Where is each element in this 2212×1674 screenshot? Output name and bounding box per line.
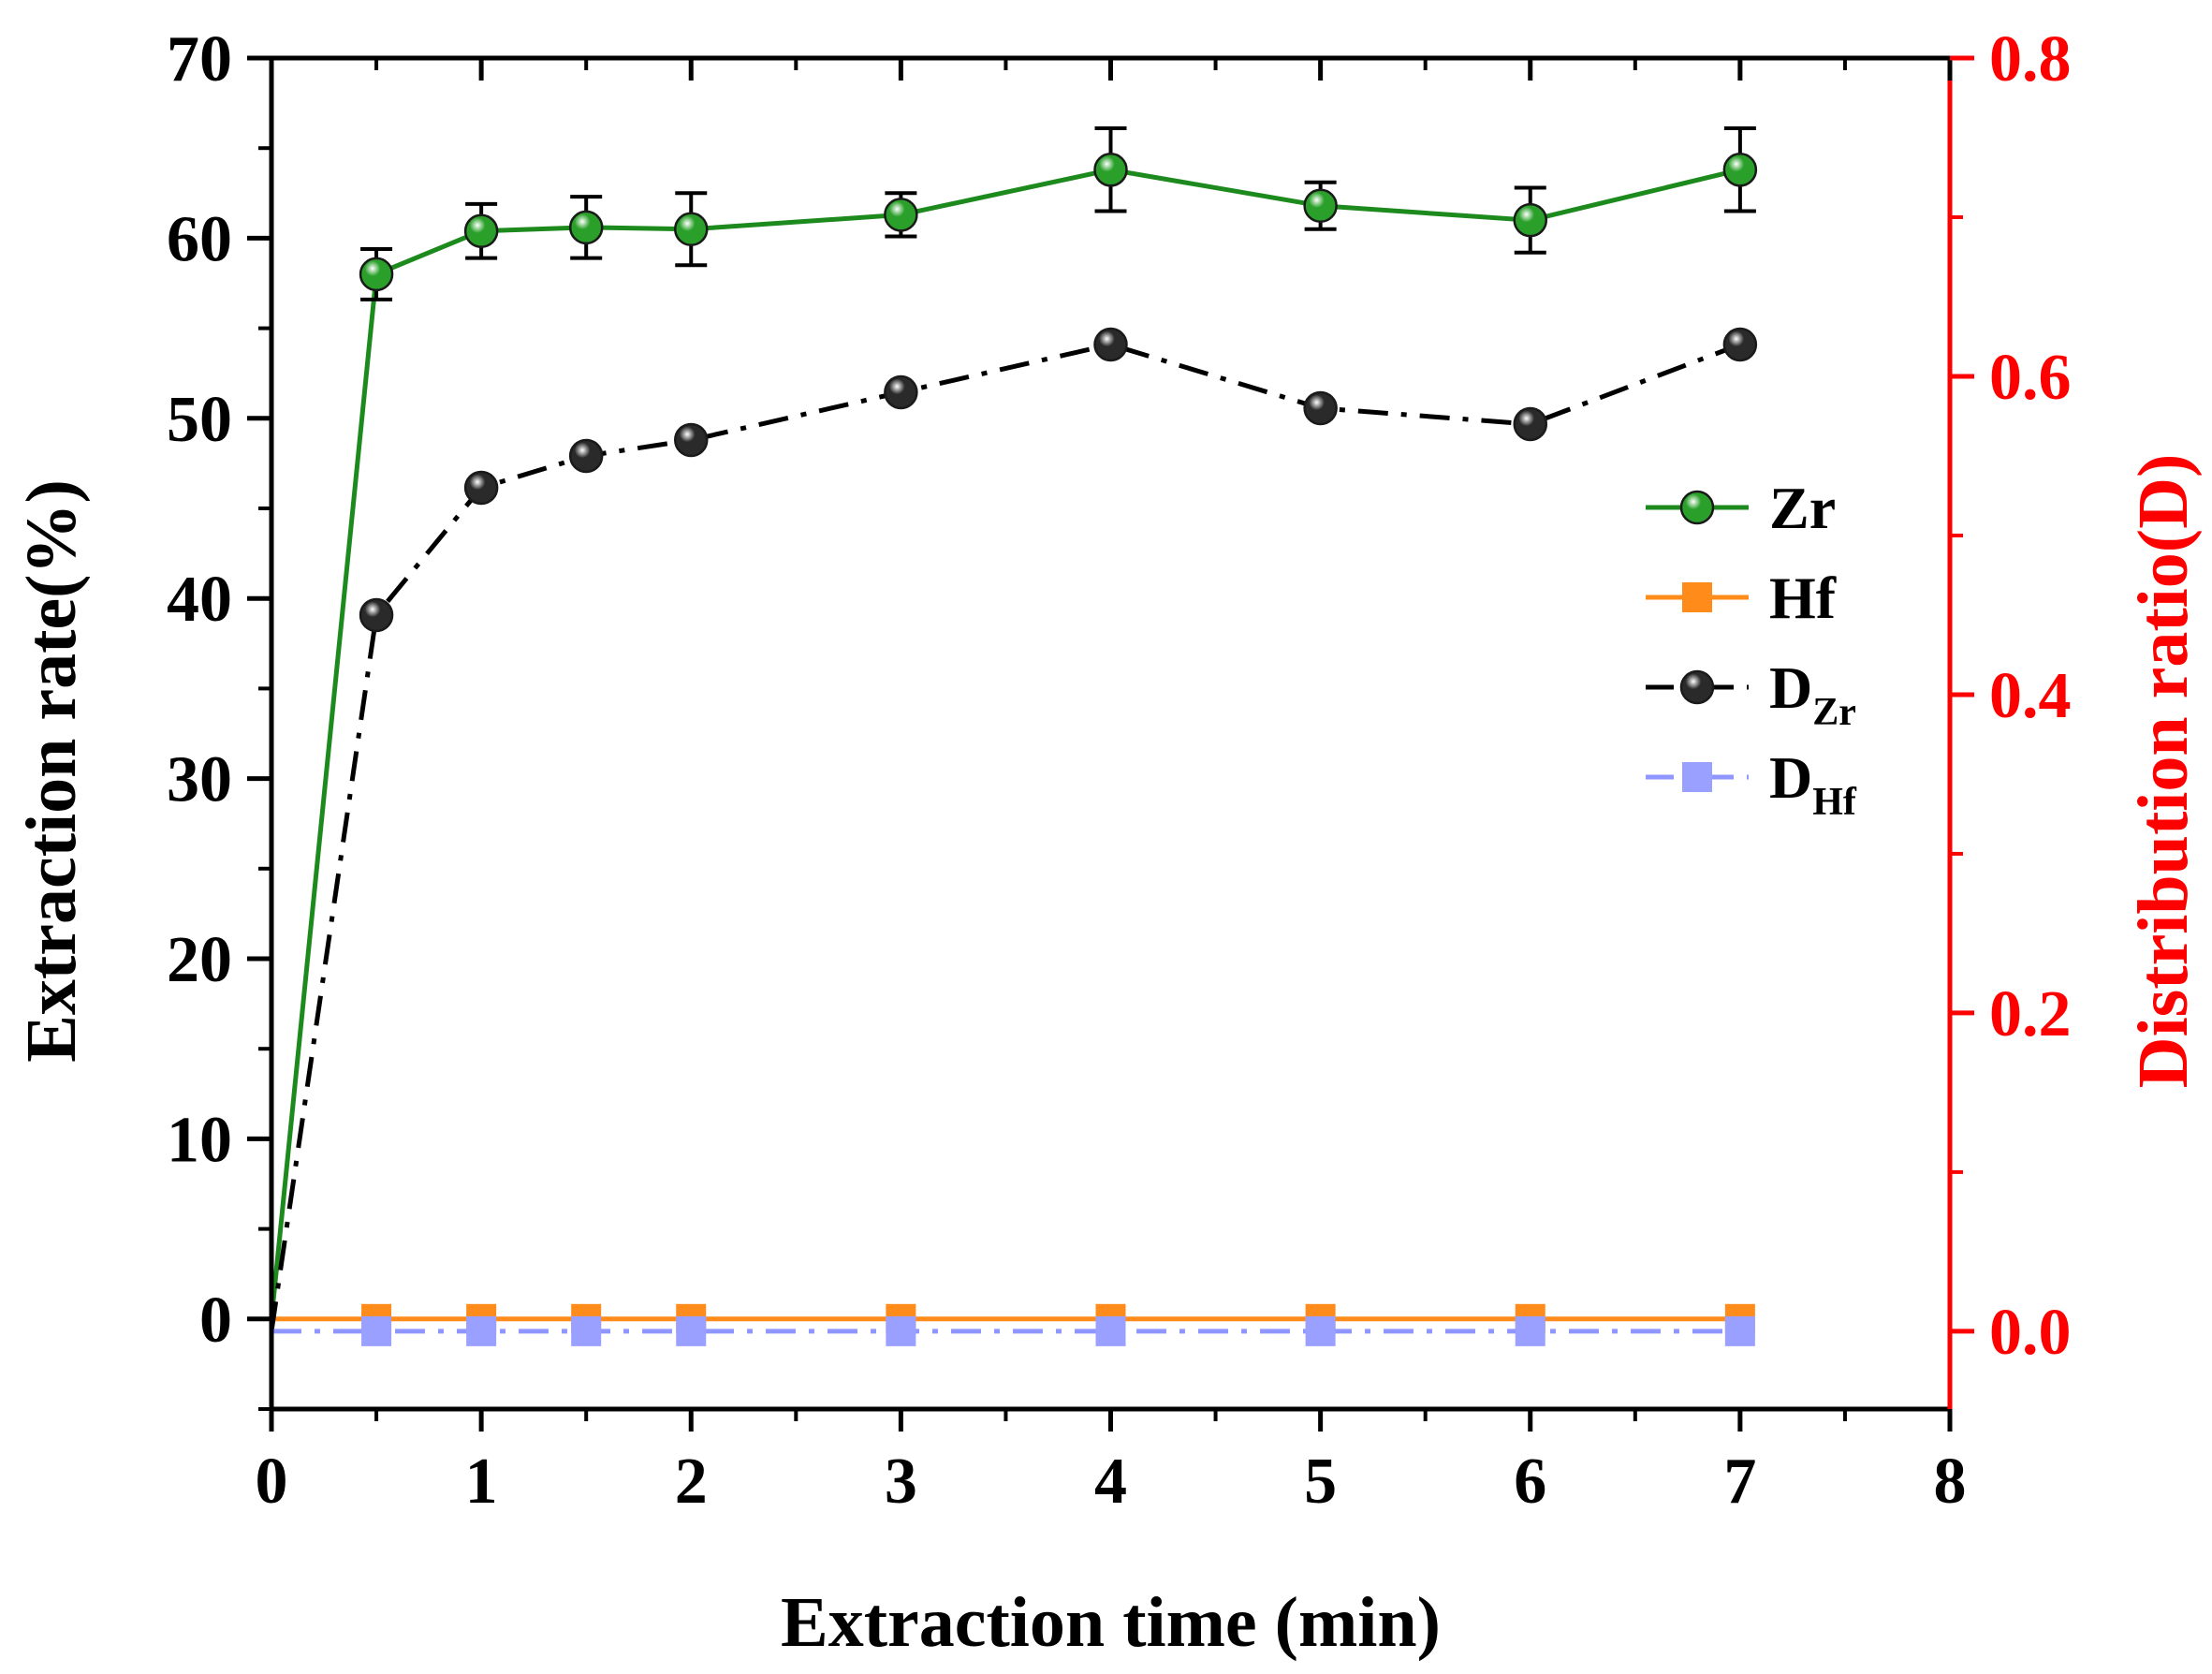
legend-item-3-marker [1682, 762, 1712, 792]
series-2-point [1722, 327, 1758, 362]
y2-tick-label: 0.0 [1989, 1297, 2072, 1369]
series-3-point [1515, 1315, 1545, 1346]
series-0-point [359, 257, 394, 292]
series-2-point [463, 470, 499, 506]
x-tick-label: 4 [1094, 1446, 1127, 1518]
series-0-point [568, 210, 604, 245]
series-3-point [1724, 1315, 1755, 1346]
legend-item-0-label: Zr [1769, 475, 1836, 541]
legend-item-0-marker [1679, 490, 1715, 525]
series-2-point [1093, 327, 1128, 362]
y2-axis-title: Distribution ratio(D) [2124, 454, 2203, 1089]
legend-item-3-subscript: Hf [1812, 781, 1857, 824]
x-tick-label: 0 [256, 1446, 288, 1518]
series-0-point [884, 198, 918, 232]
series-3-point [361, 1315, 392, 1346]
series-3-point [571, 1315, 602, 1346]
x-tick-label: 1 [465, 1446, 498, 1518]
y2-tick-label: 0.4 [1989, 660, 2072, 732]
series-0-point [1093, 153, 1128, 187]
series-3-point [1305, 1315, 1336, 1346]
y-tick-label: 20 [167, 924, 232, 996]
series-3-point [1095, 1315, 1126, 1346]
x-tick-label: 8 [1934, 1446, 1967, 1518]
y-tick-label: 30 [167, 744, 232, 816]
x-tick-label: 2 [675, 1446, 708, 1518]
series-0-point [674, 212, 709, 247]
series-2-point [1513, 406, 1547, 442]
legend-item-0-name: Zr [1769, 475, 1836, 541]
legend-item-3-name: D [1769, 744, 1812, 811]
y2-tick-label: 0.6 [1989, 342, 2072, 414]
legend-item-3-label: DHf [1769, 744, 1857, 824]
x-tick-label: 5 [1304, 1446, 1337, 1518]
legend-item-2-label: DZr [1769, 654, 1856, 734]
series-3-point [466, 1315, 497, 1346]
legend-item-1-name: Hf [1769, 565, 1837, 631]
series-0-point [1513, 202, 1547, 238]
legend-item-1-label: Hf [1769, 565, 1837, 631]
y-tick-label: 60 [167, 203, 232, 275]
legend-item-1-marker [1682, 582, 1712, 612]
y-axis-title: Extraction rate(%) [12, 479, 91, 1063]
series-0-point [1722, 153, 1758, 187]
x-axis-title: Extraction time (min) [781, 1583, 1441, 1662]
y-tick-label: 50 [167, 384, 232, 456]
axes: 0 1 2 3 4 5 6 7 8 0 10 20 30 40 50 60 70 0.0 0.2 0.4 0.6 0.8 E… [12, 23, 2203, 1662]
series-0-point [1303, 188, 1338, 224]
series-2-point [1303, 390, 1338, 426]
legend-item-2-subscript: Zr [1812, 691, 1856, 734]
legend-item-2-marker [1679, 669, 1715, 705]
series-2-line [269, 342, 1741, 1332]
legend-item-2-name: D [1769, 654, 1812, 721]
x-tick-label: 7 [1723, 1446, 1756, 1518]
series-2-point [674, 422, 709, 458]
x-tick-label: 3 [885, 1446, 917, 1518]
y-tick-label: 0 [199, 1285, 232, 1357]
y2-tick-label: 0.2 [1989, 978, 2072, 1050]
series-2-point [568, 438, 604, 474]
x-tick-label: 6 [1514, 1446, 1546, 1518]
y-tick-label: 40 [167, 564, 232, 636]
series-2-point [359, 597, 394, 633]
y-tick-label: 10 [167, 1104, 232, 1176]
series-2-point [884, 374, 918, 410]
series-3-point [886, 1315, 916, 1346]
series-0-line [269, 167, 1741, 1320]
series-3-point [676, 1315, 707, 1346]
series-0-point [463, 213, 499, 248]
y-tick-label: 70 [167, 23, 232, 95]
y2-tick-label: 0.8 [1989, 23, 2072, 95]
plot-data [269, 126, 1758, 1346]
